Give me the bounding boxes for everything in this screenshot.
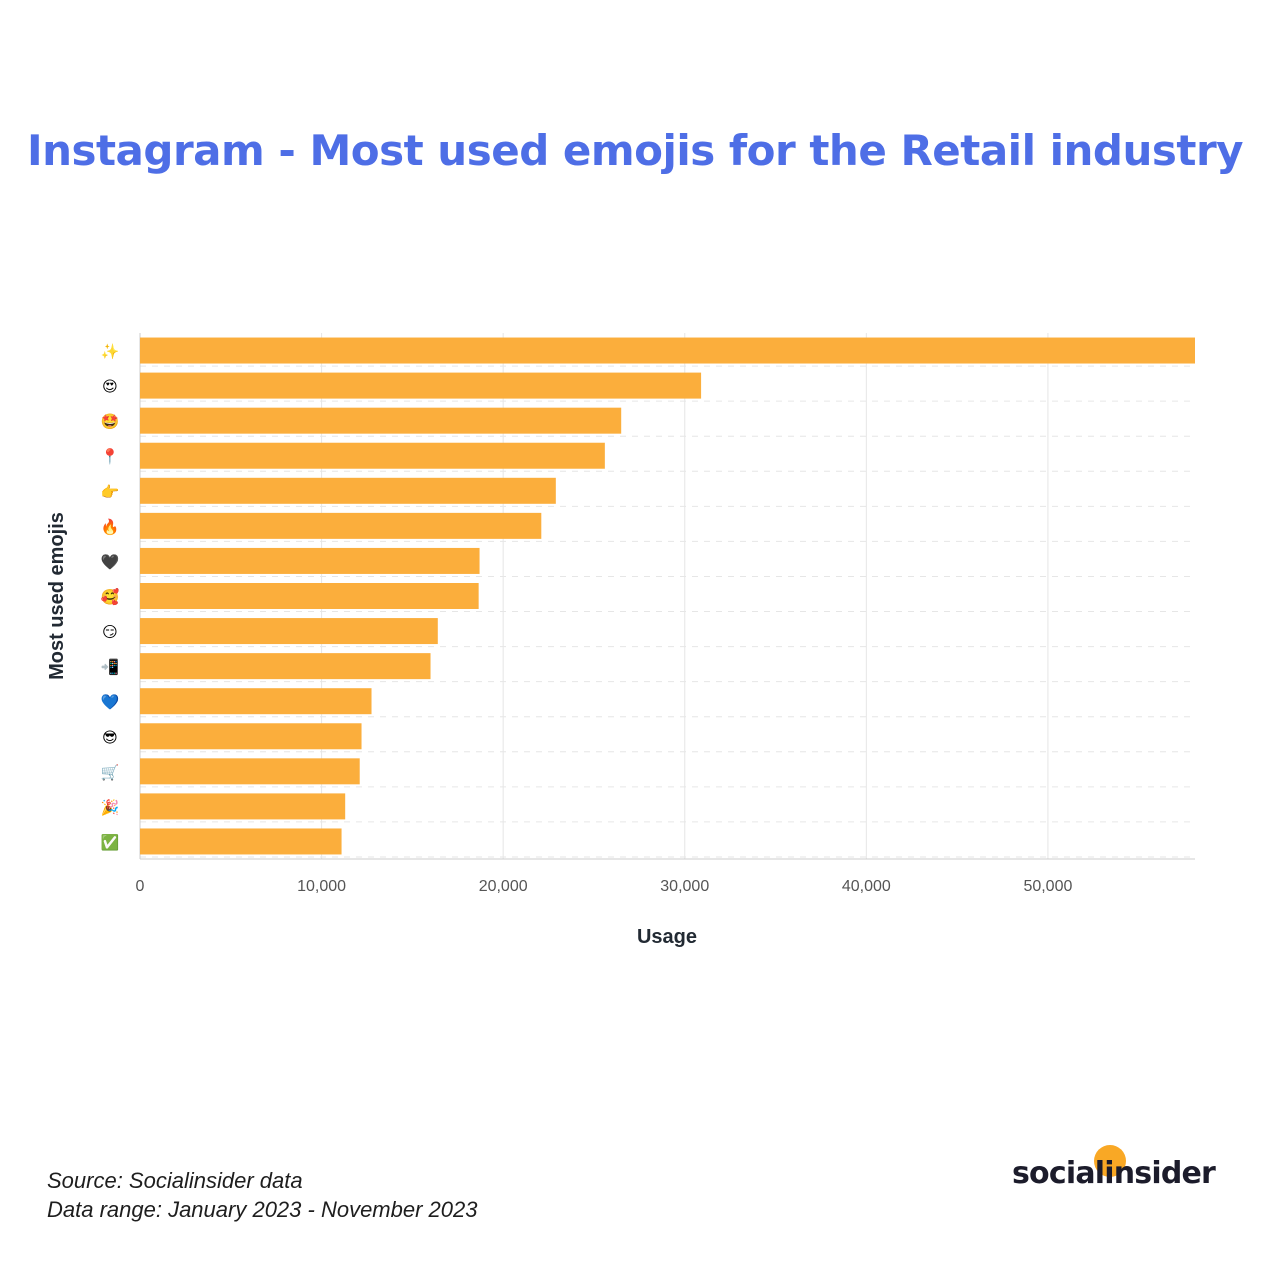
category-label: 😍 xyxy=(102,378,118,396)
bar xyxy=(140,828,342,855)
category-label: 🖤 xyxy=(101,553,120,571)
category-label: 🤩 xyxy=(101,413,120,431)
socialinsider-logo: socialinsider xyxy=(1012,1140,1232,1200)
x-axis-title: Usage xyxy=(637,926,697,948)
category-label: 🥰 xyxy=(101,587,120,606)
category-label: 💙 xyxy=(101,693,120,711)
x-tick-label: 50,000 xyxy=(1023,878,1072,895)
y-axis-title: Most used emojis xyxy=(46,512,68,680)
category-label: 🛒 xyxy=(101,763,120,781)
logo-dot-icon xyxy=(1094,1145,1126,1177)
category-label: 😏 xyxy=(102,623,118,641)
category-label: ✅ xyxy=(101,833,120,851)
source-note: Source: Socialinsider data xyxy=(47,1168,303,1193)
x-tick-label: 20,000 xyxy=(479,878,528,895)
x-tick-label: 10,000 xyxy=(297,878,346,895)
bar xyxy=(140,688,372,715)
x-tick-label: 0 xyxy=(136,878,145,895)
bar xyxy=(140,407,622,434)
category-label: 📲 xyxy=(101,658,120,676)
bar xyxy=(140,583,479,609)
category-label: 📍 xyxy=(101,448,120,466)
bar xyxy=(140,337,1195,364)
category-label: ✨ xyxy=(101,343,120,361)
footer-notes: Source: Socialinsider data Data range: J… xyxy=(47,1166,477,1224)
bar xyxy=(140,442,605,469)
bar-chart: ✨ 😍 🤩 📍 👉 🔥 🖤 🥰 😏 📲 💙 😎 🛒 🎉 ✅ 0 10,000 20,000 30,000 40,000… xyxy=(46,333,1195,948)
bar xyxy=(140,477,556,504)
bar xyxy=(140,547,480,574)
bar xyxy=(140,653,431,680)
category-label: 🔥 xyxy=(101,518,120,536)
bar xyxy=(140,372,702,399)
bar xyxy=(140,758,360,785)
category-label: 👉 xyxy=(101,483,120,501)
date-range-note: Data range: January 2023 - November 2023 xyxy=(47,1197,478,1222)
category-label: 🎉 xyxy=(101,798,120,816)
chart-title: Instagram - Most used emojis for the Ret… xyxy=(26,126,1244,175)
bar xyxy=(140,512,542,539)
logo-text: socialinsider xyxy=(1012,1156,1216,1191)
bar xyxy=(140,793,346,820)
category-label: 😎 xyxy=(102,728,118,746)
bar xyxy=(140,618,438,645)
x-tick-label: 40,000 xyxy=(842,878,891,895)
bar xyxy=(140,723,362,750)
x-tick-label: 30,000 xyxy=(660,878,709,895)
